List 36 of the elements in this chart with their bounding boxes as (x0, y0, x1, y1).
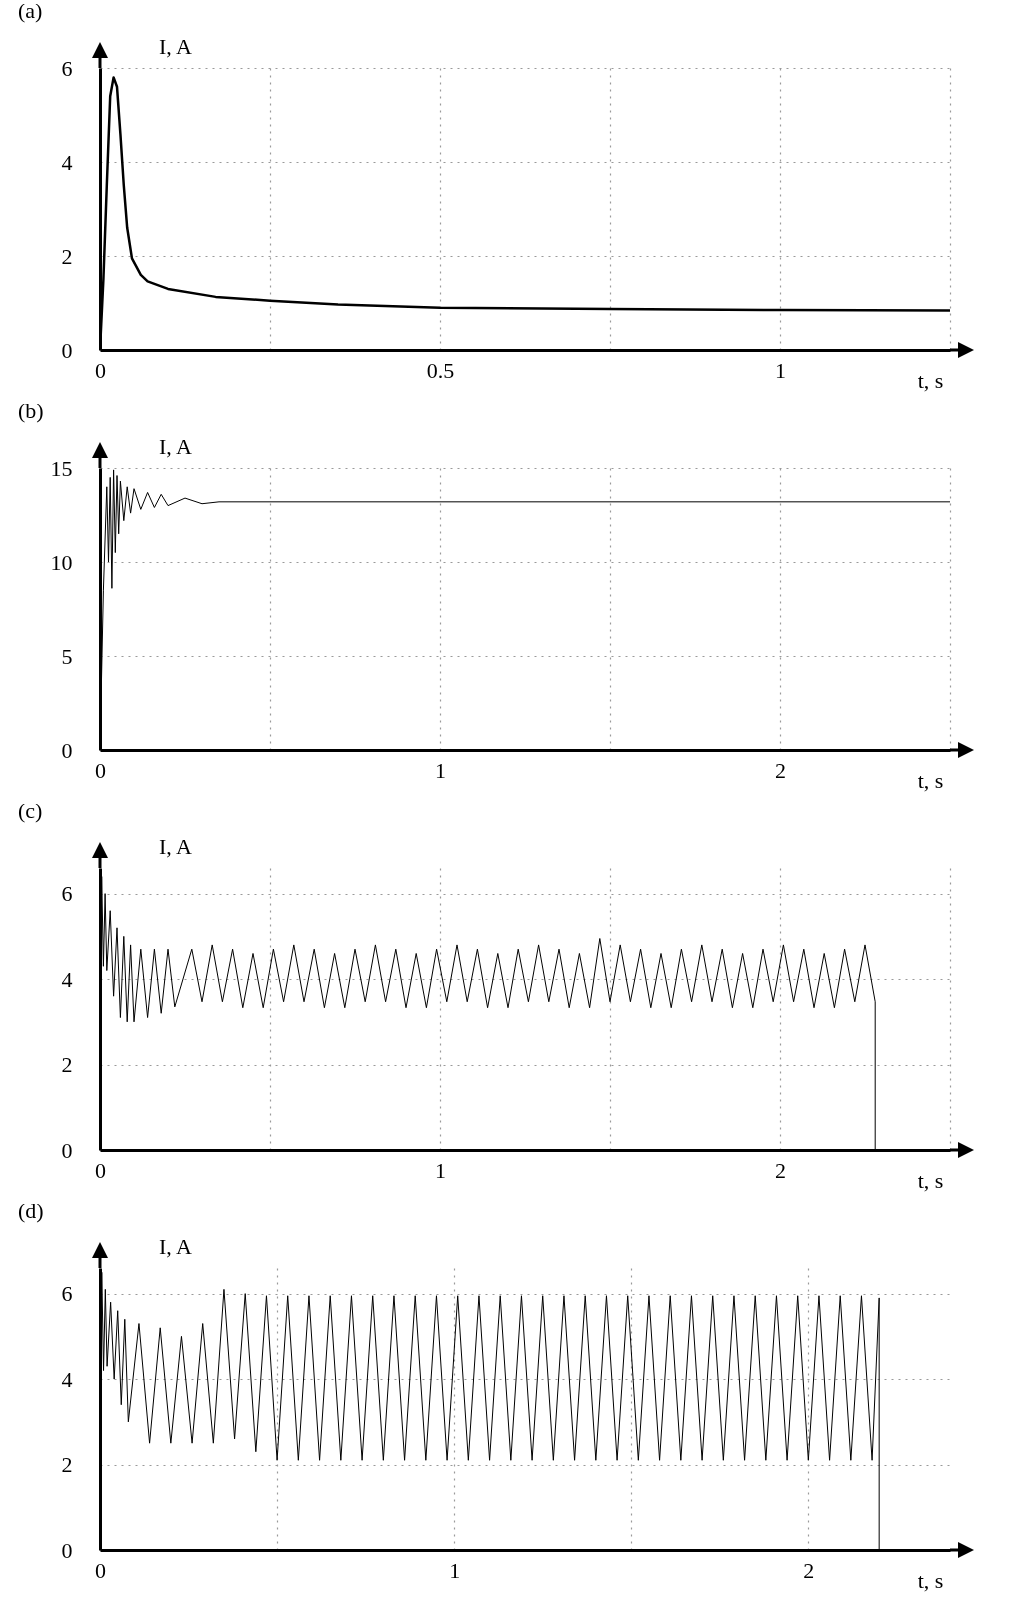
x-tick-label: 0.5 (426, 357, 455, 383)
x-tick-label: 2 (775, 757, 786, 783)
x-tick-label: 1 (775, 357, 786, 383)
y-tick-label: 6 (61, 1281, 73, 1307)
x-axis-title: t, s (917, 767, 944, 793)
y-tick-label: 2 (61, 1052, 73, 1078)
y-tick-label: 4 (61, 966, 73, 992)
y-tick-label: 15 (50, 455, 73, 481)
x-tick-label: 0 (95, 757, 106, 783)
y-tick-label: 0 (61, 1137, 73, 1163)
y-tick-label: 0 (61, 1537, 73, 1563)
y-tick-label: 2 (61, 243, 73, 269)
y-axis-title: I, A (159, 433, 193, 459)
y-tick-label: 6 (61, 881, 73, 907)
y-tick-label: 10 (50, 549, 73, 575)
x-tick-label: 0 (95, 357, 106, 383)
y-tick-label: 5 (61, 643, 73, 669)
y-axis-title: I, A (159, 33, 193, 59)
y-tick-label: 4 (61, 149, 73, 175)
y-axis-title: I, A (159, 833, 193, 859)
x-tick-label: 1 (449, 1557, 461, 1583)
y-tick-label: 0 (61, 737, 73, 763)
x-tick-label: 0 (95, 1157, 106, 1183)
x-tick-label: 2 (775, 1157, 786, 1183)
x-tick-label: 2 (803, 1557, 815, 1583)
x-tick-label: 0 (95, 1557, 106, 1583)
x-axis-title: t, s (917, 1567, 944, 1593)
x-tick-label: 1 (435, 1157, 446, 1183)
x-axis-title: t, s (917, 367, 944, 393)
y-tick-label: 6 (61, 55, 73, 81)
x-tick-label: 1 (435, 757, 446, 783)
y-tick-label: 2 (61, 1452, 73, 1478)
y-tick-label: 4 (61, 1366, 73, 1392)
y-axis-title: I, A (159, 1233, 193, 1259)
y-tick-label: 0 (61, 337, 73, 363)
x-axis-title: t, s (917, 1167, 944, 1193)
